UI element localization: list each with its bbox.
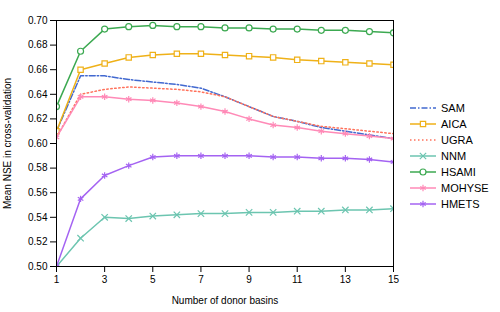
svg-text:0.66: 0.66 bbox=[28, 64, 48, 75]
svg-text:0.62: 0.62 bbox=[28, 113, 48, 124]
svg-text:11: 11 bbox=[292, 274, 303, 285]
svg-text:0.52: 0.52 bbox=[28, 236, 48, 247]
svg-text:13: 13 bbox=[340, 274, 352, 285]
svg-text:0.64: 0.64 bbox=[28, 89, 48, 100]
html-text:SAM: SAM bbox=[441, 102, 465, 114]
html-text:UGRA: UGRA bbox=[441, 134, 473, 146]
svg-text:0.60: 0.60 bbox=[28, 138, 48, 149]
svg-text:Mean NSE in cross-validation: Mean NSE in cross-validation bbox=[2, 78, 13, 209]
svg-text:0.68: 0.68 bbox=[28, 39, 48, 50]
html-text:HSAMI: HSAMI bbox=[441, 166, 476, 178]
svg-text:0.58: 0.58 bbox=[28, 162, 48, 173]
html-text:AICA: AICA bbox=[441, 118, 467, 130]
svg-text:0.50: 0.50 bbox=[28, 261, 48, 272]
svg-text:9: 9 bbox=[246, 274, 252, 285]
svg-text:3: 3 bbox=[102, 274, 108, 285]
svg-text:1: 1 bbox=[54, 274, 60, 285]
svg-text:0.56: 0.56 bbox=[28, 187, 48, 198]
svg-text:5: 5 bbox=[150, 274, 156, 285]
svg-text:0.54: 0.54 bbox=[28, 212, 48, 223]
svg-text:0.70: 0.70 bbox=[28, 15, 48, 26]
svg-text:Number of donor basins: Number of donor basins bbox=[172, 295, 279, 306]
html-text:HMETS: HMETS bbox=[441, 198, 480, 210]
svg-text:7: 7 bbox=[198, 274, 204, 285]
html-text:NNM: NNM bbox=[441, 150, 467, 162]
svg-text:15: 15 bbox=[388, 274, 400, 285]
html-text:MOHYSE: MOHYSE bbox=[441, 182, 489, 194]
